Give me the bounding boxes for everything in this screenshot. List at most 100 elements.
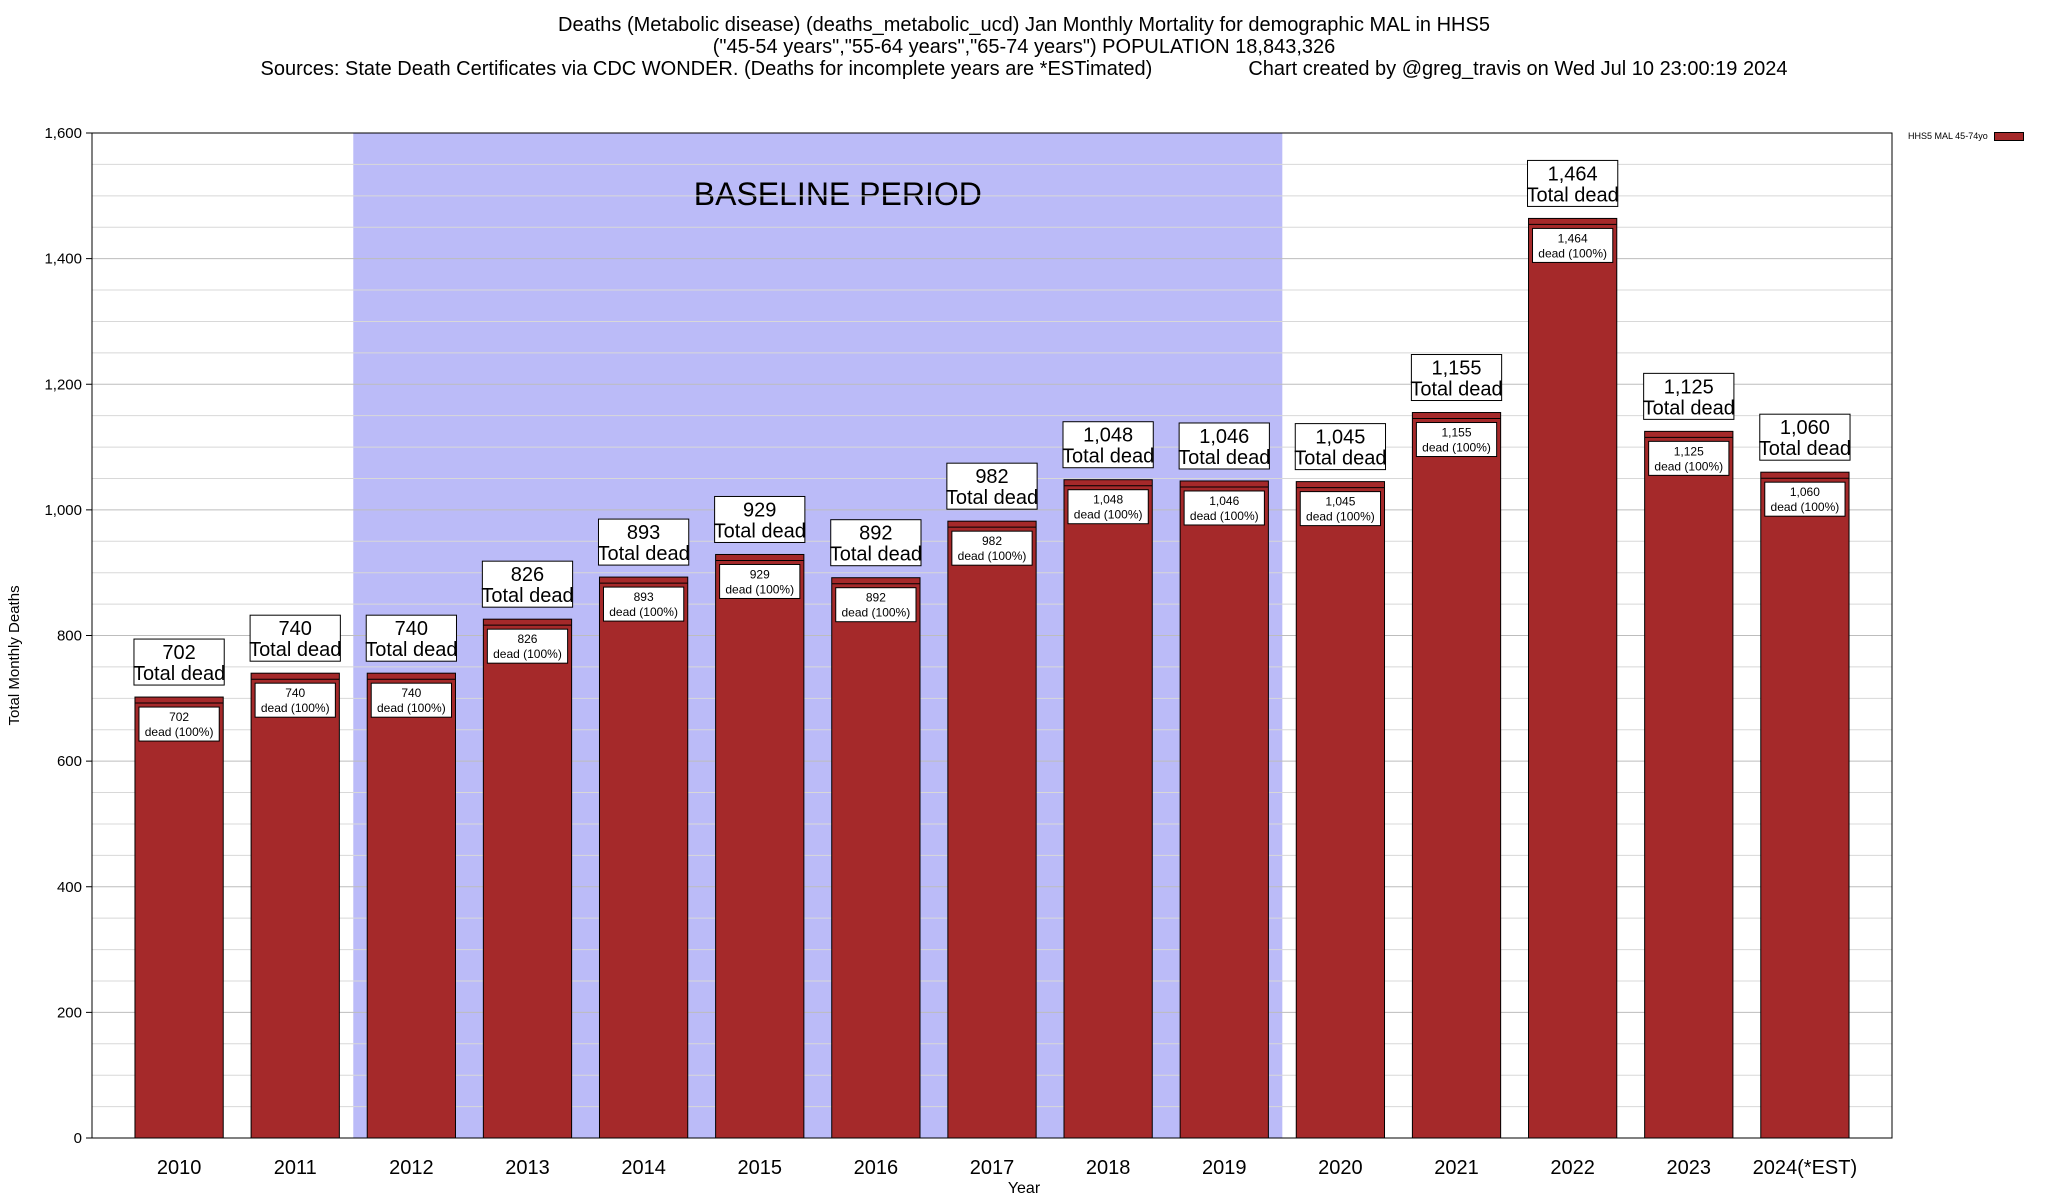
inner-pct-label: dead (100%) xyxy=(1538,246,1607,260)
legend: HHS5 MAL 45-74yo xyxy=(1908,131,2024,141)
inner-pct-label: dead (100%) xyxy=(493,647,562,661)
inner-pct-label: dead (100%) xyxy=(377,701,446,715)
top-label-box xyxy=(1410,354,1503,402)
bar xyxy=(1644,430,1734,1139)
y-tick-label: 800 xyxy=(57,628,82,645)
top-label-box xyxy=(1643,372,1735,420)
bar xyxy=(715,553,805,1139)
inner-pct-label: dead (100%) xyxy=(1654,459,1723,473)
bar xyxy=(947,520,1037,1139)
top-total-dead-label: Total dead xyxy=(133,663,225,685)
bar xyxy=(250,672,340,1139)
top-total-dead-label: Total dead xyxy=(830,544,922,566)
inner-pct-label: dead (100%) xyxy=(1074,508,1143,522)
top-value-label: 740 xyxy=(279,618,312,640)
top-value-label: 929 xyxy=(743,499,776,521)
top-value-label: 740 xyxy=(395,618,428,640)
inner-label-box xyxy=(1067,489,1149,525)
inner-label-box xyxy=(1299,491,1382,527)
bar xyxy=(1760,471,1850,1139)
x-tick-label: 2018 xyxy=(1086,1157,1131,1179)
x-tick-label: 2016 xyxy=(854,1157,899,1179)
top-total-dead-label: Total dead xyxy=(946,487,1038,509)
y-tick-label: 1,200 xyxy=(44,376,82,393)
title-line-1: Deaths (Metabolic disease) (deaths_metab… xyxy=(558,14,1490,36)
bar xyxy=(831,577,921,1139)
inner-pct-label: dead (100%) xyxy=(725,582,794,596)
top-total-dead-label: Total dead xyxy=(714,520,806,542)
x-tick-label: 2022 xyxy=(1550,1157,1595,1179)
bar xyxy=(482,618,573,1139)
inner-label-box xyxy=(370,682,452,718)
chart-title: Deaths (Metabolic disease) (deaths_metab… xyxy=(0,14,2048,80)
inner-value-label: 929 xyxy=(750,567,770,581)
inner-pct-label: dead (100%) xyxy=(261,701,330,715)
title-line-3: Sources: State Death Certificates via CD… xyxy=(0,58,2048,80)
inner-value-label: 982 xyxy=(982,534,1002,548)
inner-value-label: 892 xyxy=(866,591,886,605)
top-label-box xyxy=(1178,422,1270,470)
top-label-box xyxy=(830,519,922,567)
inner-pct-label: dead (100%) xyxy=(842,606,911,620)
top-total-dead-label: Total dead xyxy=(1062,446,1154,468)
inner-value-label: 1,125 xyxy=(1674,444,1704,458)
top-label-box xyxy=(946,462,1038,510)
top-label-box xyxy=(597,518,690,566)
top-total-dead-label: Total dead xyxy=(1643,397,1735,419)
bar xyxy=(1179,480,1269,1139)
inner-label-box xyxy=(1183,490,1265,526)
x-axis-label: Year xyxy=(1007,1180,1041,1197)
top-value-label: 1,155 xyxy=(1431,358,1481,380)
inner-value-label: 740 xyxy=(401,686,421,700)
inner-label-box xyxy=(1415,422,1498,458)
inner-value-label: 826 xyxy=(517,632,537,646)
top-total-dead-label: Total dead xyxy=(1526,184,1618,206)
bar xyxy=(134,696,224,1139)
inner-value-label: 1,045 xyxy=(1325,495,1355,509)
top-total-dead-label: Total dead xyxy=(249,639,341,661)
x-tick-label: 2024(*EST) xyxy=(1753,1157,1858,1179)
x-tick-label: 2015 xyxy=(737,1157,782,1179)
top-label-box xyxy=(481,560,574,608)
legend-label: HHS5 MAL 45-74yo xyxy=(1908,131,1988,141)
top-label-box xyxy=(365,614,457,662)
top-value-label: 1,060 xyxy=(1780,417,1830,439)
inner-pct-label: dead (100%) xyxy=(958,549,1027,563)
top-value-label: 1,048 xyxy=(1083,425,1133,447)
top-value-label: 982 xyxy=(975,466,1008,488)
sources-text: Sources: State Death Certificates via CD… xyxy=(260,58,1153,80)
bar xyxy=(1063,479,1153,1139)
baseline-label: BASELINE PERIOD xyxy=(694,176,982,212)
x-tick-label: 2013 xyxy=(505,1157,550,1179)
inner-value-label: 1,048 xyxy=(1093,493,1123,507)
x-tick-label: 2017 xyxy=(970,1157,1015,1179)
inner-pct-label: dead (100%) xyxy=(145,725,214,739)
x-tick-label: 2014 xyxy=(621,1157,666,1179)
x-tick-label: 2012 xyxy=(389,1157,434,1179)
legend-swatch xyxy=(1993,131,2024,141)
top-label-box xyxy=(1062,421,1154,469)
top-label-box xyxy=(1527,159,1619,207)
bar xyxy=(1295,481,1386,1139)
top-value-label: 1,125 xyxy=(1664,376,1714,398)
title-line-2: ("45-54 years","55-64 years","65-74 year… xyxy=(712,36,1336,58)
top-value-label: 893 xyxy=(627,522,660,544)
x-tick-label: 2011 xyxy=(274,1157,317,1179)
top-label-box xyxy=(1294,423,1387,471)
bars xyxy=(134,217,1850,1139)
top-total-dead-label: Total dead xyxy=(1294,448,1386,470)
top-value-label: 1,045 xyxy=(1315,427,1365,449)
inner-label-box xyxy=(1764,481,1846,517)
top-label-box xyxy=(133,638,225,686)
inner-label-box xyxy=(138,706,220,742)
bar xyxy=(598,576,689,1139)
bar xyxy=(1528,217,1618,1139)
inner-label-box xyxy=(254,682,336,718)
bar xyxy=(1411,412,1502,1139)
top-value-label: 826 xyxy=(511,564,544,586)
top-value-label: 1,046 xyxy=(1199,426,1249,448)
inner-label-box xyxy=(602,586,685,622)
top-total-dead-label: Total dead xyxy=(597,543,689,565)
